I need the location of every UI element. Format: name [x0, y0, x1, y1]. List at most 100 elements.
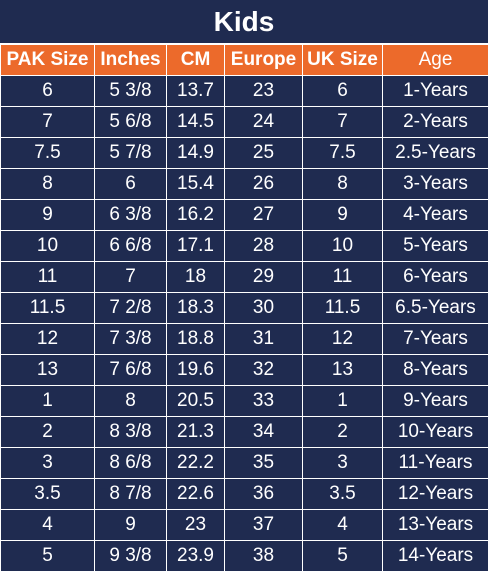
- header-europe: Europe: [224, 44, 303, 76]
- cell-inches: 7 3/8: [94, 323, 167, 355]
- cell-cm: 22.6: [166, 478, 225, 510]
- table-row: 11 7 18 29 11 6-Years: [0, 261, 488, 293]
- cell-age: 3-Years: [382, 168, 488, 200]
- cell-cm: 13.7: [166, 75, 225, 107]
- cell-uk-size: 6: [302, 75, 383, 107]
- header-uk-size: UK Size: [302, 44, 383, 76]
- table-row: 3.5 8 7/8 22.6 36 3.5 12-Years: [0, 478, 488, 510]
- cell-pak-size: 4: [0, 509, 95, 541]
- cell-uk-size: 13: [302, 354, 383, 386]
- cell-age: 10-Years: [382, 416, 488, 448]
- cell-cm: 18.3: [166, 292, 225, 324]
- table-row: 4 9 23 37 4 13-Years: [0, 509, 488, 541]
- cell-europe: 25: [224, 137, 303, 169]
- cell-cm: 16.2: [166, 199, 225, 231]
- cell-age: 2-Years: [382, 106, 488, 138]
- cell-uk-size: 1: [302, 385, 383, 417]
- cell-uk-size: 10: [302, 230, 383, 262]
- cell-europe: 38: [224, 540, 303, 572]
- cell-inches: 5 3/8: [94, 75, 167, 107]
- cell-uk-size: 11: [302, 261, 383, 293]
- cell-uk-size: 3: [302, 447, 383, 479]
- cell-europe: 28: [224, 230, 303, 262]
- cell-inches: 8 6/8: [94, 447, 167, 479]
- cell-uk-size: 12: [302, 323, 383, 355]
- table-row: 13 7 6/8 19.6 32 13 8-Years: [0, 354, 488, 386]
- cell-age: 12-Years: [382, 478, 488, 510]
- table-row: 10 6 6/8 17.1 28 10 5-Years: [0, 230, 488, 262]
- table-row: 1 8 20.5 33 1 9-Years: [0, 385, 488, 417]
- cell-uk-size: 7: [302, 106, 383, 138]
- cell-inches: 8: [94, 385, 167, 417]
- cell-age: 6.5-Years: [382, 292, 488, 324]
- chart-title: Kids: [0, 0, 488, 44]
- cell-pak-size: 3: [0, 447, 95, 479]
- cell-europe: 33: [224, 385, 303, 417]
- cell-inches: 5 6/8: [94, 106, 167, 138]
- cell-cm: 23.9: [166, 540, 225, 572]
- cell-age: 11-Years: [382, 447, 488, 479]
- cell-inches: 8 3/8: [94, 416, 167, 448]
- cell-europe: 27: [224, 199, 303, 231]
- cell-cm: 18.8: [166, 323, 225, 355]
- cell-pak-size: 3.5: [0, 478, 95, 510]
- cell-europe: 23: [224, 75, 303, 107]
- cell-pak-size: 11.5: [0, 292, 95, 324]
- header-inches: Inches: [94, 44, 167, 76]
- cell-europe: 32: [224, 354, 303, 386]
- table-row: 8 6 15.4 26 8 3-Years: [0, 168, 488, 200]
- cell-age: 8-Years: [382, 354, 488, 386]
- cell-cm: 21.3: [166, 416, 225, 448]
- cell-cm: 19.6: [166, 354, 225, 386]
- cell-age: 7-Years: [382, 323, 488, 355]
- table-row: 11.5 7 2/8 18.3 30 11.5 6.5-Years: [0, 292, 488, 324]
- cell-cm: 23: [166, 509, 225, 541]
- cell-cm: 20.5: [166, 385, 225, 417]
- table-row: 12 7 3/8 18.8 31 12 7-Years: [0, 323, 488, 355]
- cell-europe: 37: [224, 509, 303, 541]
- cell-age: 6-Years: [382, 261, 488, 293]
- cell-pak-size: 2: [0, 416, 95, 448]
- cell-inches: 7: [94, 261, 167, 293]
- cell-uk-size: 9: [302, 199, 383, 231]
- header-row: PAK Size Inches CM Europe UK Size Age: [0, 44, 488, 76]
- cell-inches: 9 3/8: [94, 540, 167, 572]
- cell-inches: 5 7/8: [94, 137, 167, 169]
- cell-europe: 29: [224, 261, 303, 293]
- cell-cm: 14.5: [166, 106, 225, 138]
- cell-age: 5-Years: [382, 230, 488, 262]
- cell-cm: 14.9: [166, 137, 225, 169]
- cell-europe: 30: [224, 292, 303, 324]
- cell-europe: 31: [224, 323, 303, 355]
- cell-pak-size: 8: [0, 168, 95, 200]
- cell-pak-size: 12: [0, 323, 95, 355]
- cell-inches: 7 6/8: [94, 354, 167, 386]
- cell-inches: 8 7/8: [94, 478, 167, 510]
- cell-age: 4-Years: [382, 199, 488, 231]
- cell-pak-size: 1: [0, 385, 95, 417]
- cell-pak-size: 7: [0, 106, 95, 138]
- cell-pak-size: 7.5: [0, 137, 95, 169]
- cell-uk-size: 8: [302, 168, 383, 200]
- header-cm: CM: [166, 44, 225, 76]
- cell-uk-size: 7.5: [302, 137, 383, 169]
- cell-inches: 7 2/8: [94, 292, 167, 324]
- cell-cm: 18: [166, 261, 225, 293]
- cell-age: 13-Years: [382, 509, 488, 541]
- cell-pak-size: 6: [0, 75, 95, 107]
- header-age: Age: [382, 44, 488, 76]
- cell-europe: 26: [224, 168, 303, 200]
- cell-uk-size: 2: [302, 416, 383, 448]
- cell-uk-size: 11.5: [302, 292, 383, 324]
- cell-age: 2.5-Years: [382, 137, 488, 169]
- cell-pak-size: 10: [0, 230, 95, 262]
